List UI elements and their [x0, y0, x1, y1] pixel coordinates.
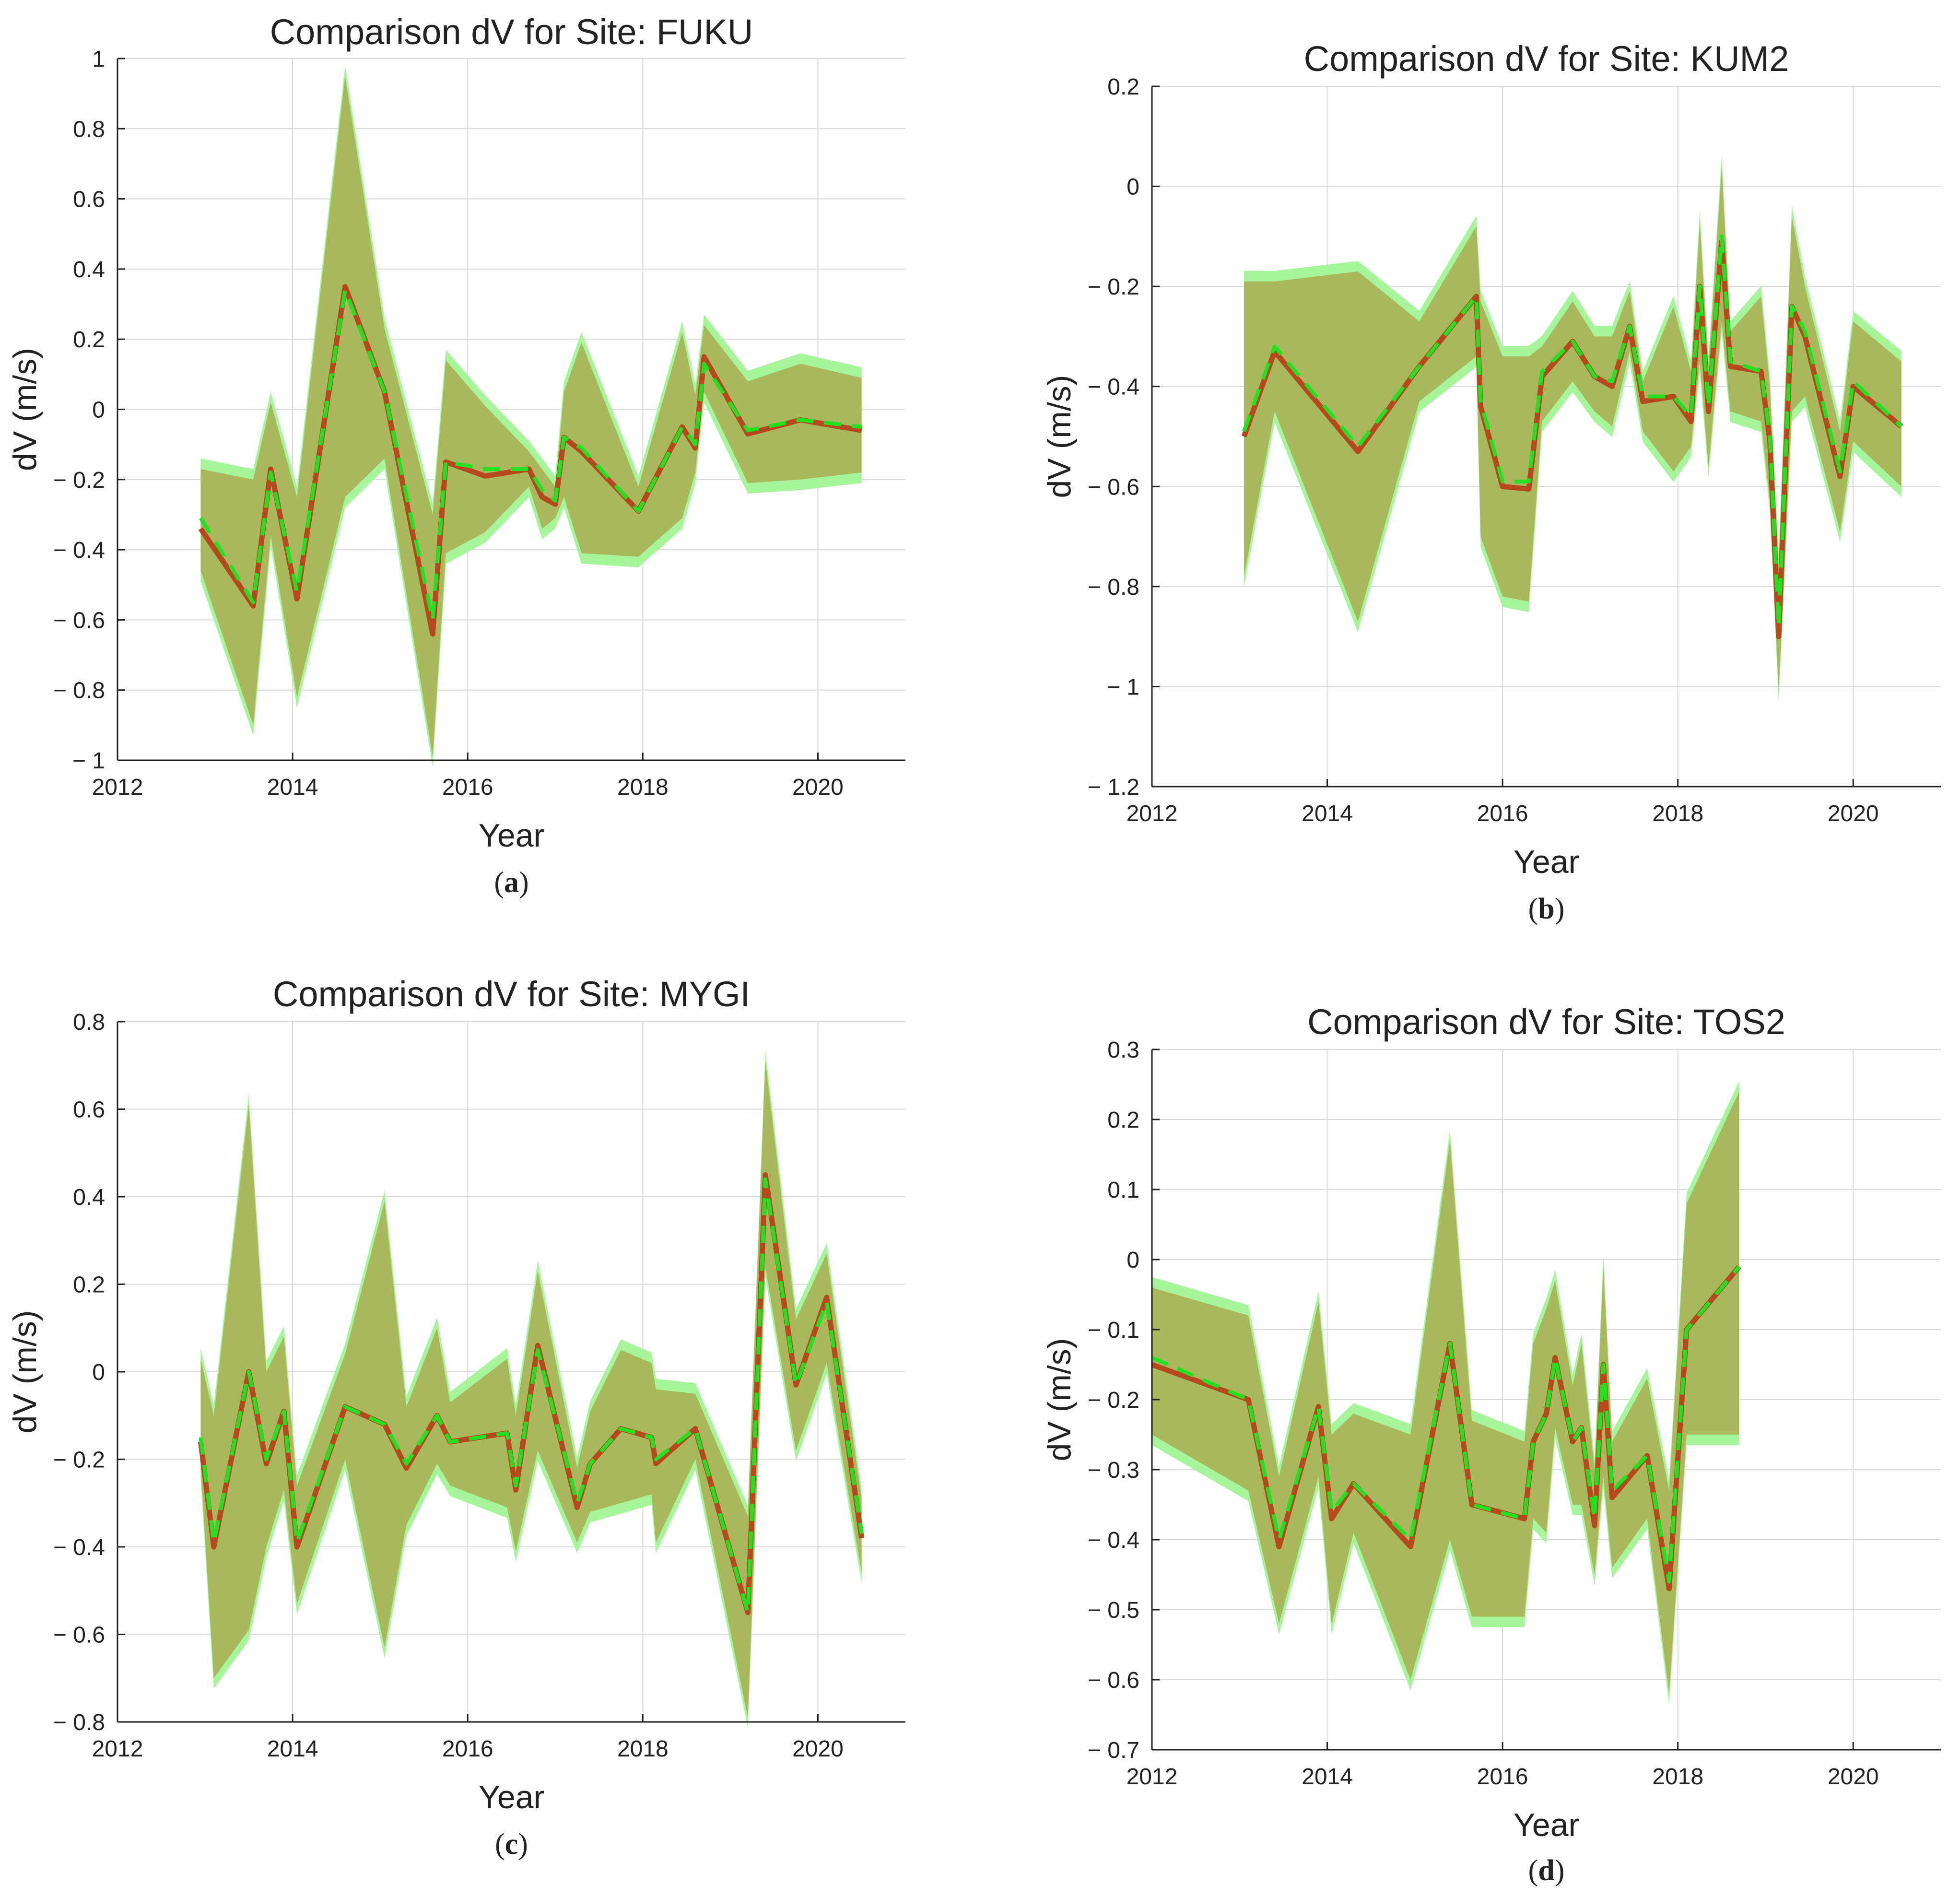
chart-panel-mygi: − 0.8 − 0.6 − 0.4 − 0.2 0 0.2 0.4 0.6 0.8 2012 201…	[7, 974, 905, 1861]
y-tick-label: − 0.8	[53, 1710, 105, 1735]
x-tick-label: 2018	[1652, 801, 1703, 826]
y-tick-label: − 0.6	[1088, 1668, 1139, 1693]
y-tick-label: 0	[92, 1360, 105, 1385]
confidence-band-inner	[1152, 1091, 1739, 1694]
panel-label: (b)	[1528, 893, 1565, 925]
chart-title: Comparison dV for Site: FUKU	[270, 12, 753, 52]
x-tick-label: 2012	[92, 775, 143, 800]
y-tick-label: 0.8	[73, 117, 105, 142]
panel-letter: b	[1538, 893, 1554, 925]
x-tick-label: 2016	[1477, 801, 1528, 826]
x-tick-label: 2012	[92, 1736, 143, 1762]
series-line-dashed	[1151, 1265, 1741, 1584]
x-tick-label: 2020	[792, 1736, 844, 1762]
y-tick-label: − 0.2	[53, 468, 105, 493]
x-axis-label: Year	[479, 1779, 544, 1815]
y-axis-label: dV (m/s)	[7, 1310, 43, 1434]
y-tick-label: 0.8	[73, 1010, 105, 1035]
panel-label: (d)	[1528, 1854, 1565, 1887]
y-tick-label: 0	[1127, 1248, 1139, 1273]
y-tick-label: 0.4	[73, 1185, 105, 1210]
y-tick-label: − 0.6	[1088, 474, 1139, 500]
y-axis-label: dV (m/s)	[1041, 1338, 1078, 1461]
y-tick-label: − 1	[72, 748, 105, 774]
y-tick-label: − 0.4	[1088, 1528, 1139, 1553]
y-tick-label: − 0.4	[53, 538, 105, 563]
y-tick-label: − 0.6	[53, 1623, 105, 1648]
x-tick-label: 2014	[267, 775, 318, 800]
x-tick-label: 2016	[1477, 1764, 1528, 1790]
x-tick-label: 2014	[1302, 1764, 1353, 1790]
y-tick-label: − 0.3	[1088, 1458, 1139, 1483]
y-tick-label: − 0.2	[1088, 274, 1139, 300]
y-axis-label: dV (m/s)	[7, 348, 43, 471]
y-tick-label: 0.2	[73, 327, 105, 353]
chart-title: Comparison dV for Site: KUM2	[1304, 39, 1789, 79]
panel-letter: a	[504, 866, 519, 899]
x-tick-label: 2016	[442, 1736, 493, 1762]
y-tick-label: 0.1	[1107, 1178, 1139, 1203]
y-tick-label: 0.6	[73, 187, 105, 212]
x-tick-label: 2018	[617, 1736, 669, 1762]
chart-panel-tos2: − 0.7 − 0.6 − 0.5 − 0.4 − 0.3 − 0.2 − 0.1 0 0.1 0…	[1041, 1002, 1941, 1887]
y-tick-label: 0	[92, 398, 105, 423]
x-tick-label: 2018	[1652, 1764, 1703, 1790]
y-tick-label: 0.2	[1107, 74, 1139, 100]
x-axis-label: Year	[1514, 844, 1579, 880]
x-tick-label: 2014	[267, 1736, 318, 1762]
y-tick-label: − 0.4	[1088, 375, 1139, 400]
chart-panel-kum2: − 1.2 − 1 − 0.8 − 0.6 − 0.4 − 0.2 0 0.2 2012 2014…	[1041, 39, 1941, 925]
x-tick-label: 2020	[1828, 1764, 1879, 1790]
y-axis-label: dV (m/s)	[1041, 375, 1078, 498]
y-tick-label: − 0.8	[53, 678, 105, 704]
y-tick-label: 0.6	[73, 1097, 105, 1123]
x-tick-label: 2020	[792, 775, 844, 800]
panel-letter: d	[1538, 1854, 1554, 1887]
series-line-dashed	[1242, 234, 1903, 629]
y-tick-label: − 0.7	[1088, 1738, 1139, 1763]
y-tick-label: − 0.4	[53, 1535, 105, 1560]
y-tick-label: 0.4	[73, 257, 105, 283]
y-tick-label: − 0.2	[53, 1448, 105, 1473]
x-tick-label: 2014	[1302, 801, 1353, 826]
y-tick-label: − 0.1	[1088, 1318, 1139, 1343]
y-tick-label: − 0.2	[1088, 1388, 1139, 1413]
chart-title: Comparison dV for Site: MYGI	[273, 974, 750, 1014]
confidence-band-inner	[200, 76, 862, 757]
y-tick-label: − 1.2	[1088, 775, 1139, 800]
chart-panel-fuku: − 1 − 0.8 − 0.6 − 0.4 − 0.2 0 0.2 0.4 0.6 0.8 1 201…	[7, 12, 905, 899]
y-tick-label: 0	[1127, 175, 1139, 200]
x-axis-label: Year	[1514, 1807, 1579, 1843]
x-tick-label: 2020	[1828, 801, 1879, 826]
panel-label: (a)	[494, 866, 528, 899]
y-tick-label: − 0.6	[53, 608, 105, 633]
y-tick-label: 0.2	[1107, 1108, 1139, 1133]
x-tick-label: 2012	[1127, 1764, 1178, 1790]
y-tick-label: − 1	[1107, 674, 1139, 700]
series-line-dashed	[199, 288, 862, 622]
y-tick-label: − 0.5	[1088, 1598, 1139, 1623]
x-tick-label: 2018	[617, 775, 669, 800]
chart-title: Comparison dV for Site: TOS2	[1307, 1002, 1785, 1042]
x-tick-label: 2012	[1127, 801, 1178, 826]
y-tick-label: − 0.8	[1088, 575, 1139, 600]
y-tick-label: 1	[92, 47, 105, 72]
series-line-dashed	[199, 1177, 864, 1614]
panel-label: (c)	[495, 1828, 528, 1861]
x-axis-label: Year	[479, 817, 544, 854]
panel-letter: c	[505, 1828, 518, 1861]
x-tick-label: 2016	[442, 775, 493, 800]
y-tick-label: 0.2	[73, 1273, 105, 1298]
y-tick-label: 0.3	[1107, 1037, 1139, 1063]
